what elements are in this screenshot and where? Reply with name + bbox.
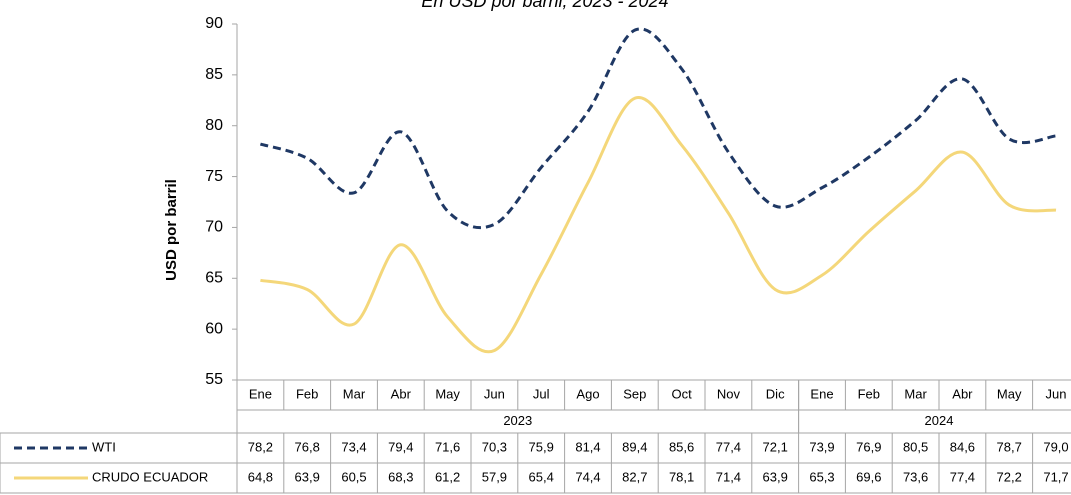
group-label: 2023 — [503, 413, 532, 428]
data-label: 71,7 — [1043, 469, 1068, 484]
y-tick-label: 65 — [205, 270, 223, 287]
y-tick-label: 55 — [205, 371, 223, 388]
data-label: 70,3 — [482, 439, 507, 454]
data-label: 78,1 — [669, 469, 694, 484]
data-label: 65,4 — [529, 469, 554, 484]
data-label: 85,6 — [669, 439, 694, 454]
x-tick-label: Ene — [810, 386, 833, 401]
data-label: 76,9 — [856, 439, 881, 454]
x-tick-label: Jul — [533, 386, 550, 401]
y-tick-label: 70 — [205, 219, 223, 236]
data-label: 63,9 — [763, 469, 788, 484]
x-tick-label: Ene — [249, 386, 272, 401]
x-tick-label: Feb — [858, 386, 880, 401]
data-label: 68,3 — [388, 469, 413, 484]
data-label: 84,6 — [950, 439, 975, 454]
data-label: 80,5 — [903, 439, 928, 454]
x-tick-label: May — [435, 386, 460, 401]
x-tick-label: Mar — [904, 386, 927, 401]
group-label: 2024 — [925, 413, 954, 428]
data-label: 76,8 — [295, 439, 320, 454]
data-label: 69,6 — [856, 469, 881, 484]
data-label: 73,9 — [809, 439, 834, 454]
data-label: 77,4 — [716, 439, 741, 454]
y-axis-label: USD por barril — [163, 179, 180, 281]
data-label: 61,2 — [435, 469, 460, 484]
x-tick-label: Ago — [576, 386, 599, 401]
y-tick-label: 85 — [205, 66, 223, 83]
data-label: 64,8 — [248, 469, 273, 484]
data-label: 73,6 — [903, 469, 928, 484]
x-tick-label: Dic — [766, 386, 785, 401]
x-tick-label: Oct — [671, 386, 692, 401]
x-tick-label: Mar — [343, 386, 366, 401]
series-line — [259, 27, 1057, 230]
data-label: 81,4 — [575, 439, 600, 454]
data-label: 89,4 — [622, 439, 647, 454]
legend-label: WTI — [92, 439, 116, 454]
series-line — [260, 96, 1057, 354]
y-tick-label: 80 — [205, 117, 223, 134]
data-label: 57,9 — [482, 469, 507, 484]
data-label: 79,4 — [388, 439, 413, 454]
y-tick-label: 60 — [205, 320, 223, 337]
data-label: 79,0 — [1043, 439, 1068, 454]
data-label: 75,9 — [529, 439, 554, 454]
data-label: 65,3 — [809, 469, 834, 484]
data-label: 78,2 — [248, 439, 273, 454]
x-tick-label: Sep — [623, 386, 646, 401]
data-label: 82,7 — [622, 469, 647, 484]
legend-label: CRUDO ECUADOR — [92, 469, 208, 484]
x-tick-label: Nov — [717, 386, 741, 401]
chart-subtitle: En USD por barril, 2023 - 2024 — [421, 0, 668, 11]
data-label: 60,5 — [341, 469, 366, 484]
x-tick-label: Abr — [952, 386, 973, 401]
x-tick-label: Feb — [296, 386, 318, 401]
x-tick-label: May — [997, 386, 1022, 401]
data-label: 78,7 — [997, 439, 1022, 454]
data-label: 71,6 — [435, 439, 460, 454]
x-tick-label: Jun — [1046, 386, 1067, 401]
x-tick-label: Jun — [484, 386, 505, 401]
data-label: 73,4 — [341, 439, 366, 454]
data-label: 74,4 — [575, 469, 600, 484]
data-label: 72,1 — [763, 439, 788, 454]
y-tick-label: 75 — [205, 168, 223, 185]
data-label: 72,2 — [997, 469, 1022, 484]
data-label: 77,4 — [950, 469, 975, 484]
data-label: 63,9 — [295, 469, 320, 484]
y-tick-label: 90 — [205, 15, 223, 32]
x-tick-label: Abr — [391, 386, 412, 401]
data-label: 71,4 — [716, 469, 741, 484]
